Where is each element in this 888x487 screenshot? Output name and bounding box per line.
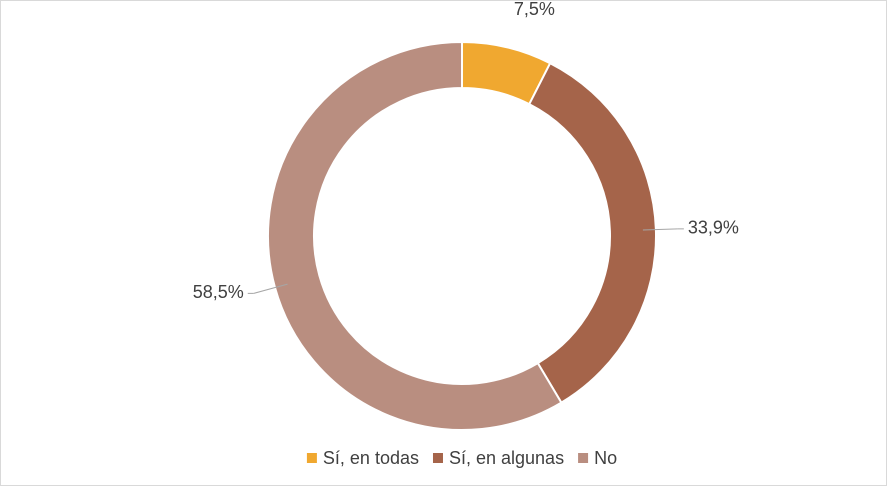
legend-label: Sí, en todas <box>323 448 419 468</box>
legend-swatch <box>578 453 589 463</box>
legend-label: Sí, en algunas <box>449 448 564 468</box>
data-label: 7,5% <box>514 0 555 19</box>
legend-swatch <box>432 453 443 463</box>
legend-label: No <box>594 448 617 468</box>
donut-segment <box>267 40 563 431</box>
leader-line <box>253 283 288 294</box>
data-label: 33,9% <box>688 218 739 238</box>
data-label: 58,5% <box>193 282 244 302</box>
leader-line <box>642 228 678 231</box>
legend-swatch <box>306 453 317 463</box>
